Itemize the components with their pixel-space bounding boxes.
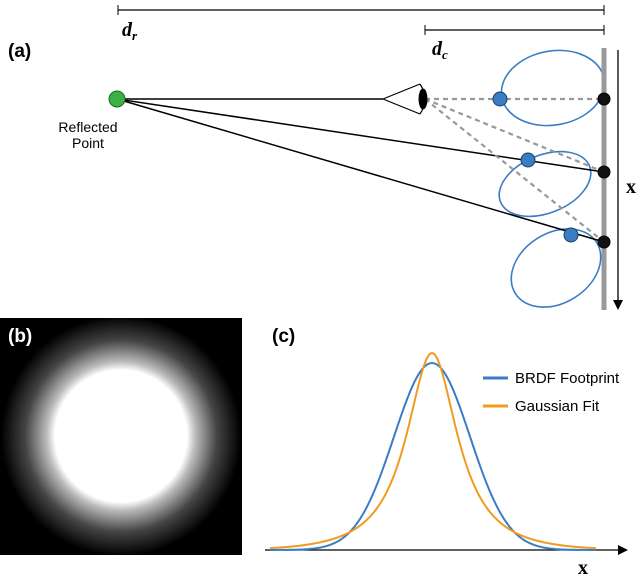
footprint-image [0,318,242,555]
legend-label: Gaussian Fit [515,398,600,415]
panel-label: (a) [8,41,31,62]
panel-a [109,5,618,323]
lobe [490,139,601,229]
surface-point [598,93,610,105]
brdf-curve [270,363,596,550]
view-ray [425,99,604,172]
panel-label: (c) [272,326,295,347]
dc-label: dc [432,38,448,62]
reflected-point [109,91,125,107]
line: Reflected [58,119,117,135]
sample [521,153,535,167]
lobe [495,43,610,134]
surface-point [598,166,610,178]
ray [117,99,604,242]
axis-label: x [578,557,588,578]
dr-sub: r [132,28,138,43]
sample [564,228,578,242]
legend: BRDF Footprint Gaussian Fit [483,370,620,415]
dr-label: dr [122,19,138,43]
dc-sub: c [442,47,448,62]
line: Point [72,135,104,151]
surface-point [598,236,610,248]
figure: (a) dr dc ReflectedPoint x (b) (c) x BRD… [0,0,642,578]
view-ray [425,99,604,242]
sample [493,92,507,106]
axis-label: x [626,176,636,198]
panel-label: (b) [8,326,32,347]
eye-pupil [419,89,427,109]
legend-label: BRDF Footprint [515,370,620,387]
lobe [497,213,616,323]
